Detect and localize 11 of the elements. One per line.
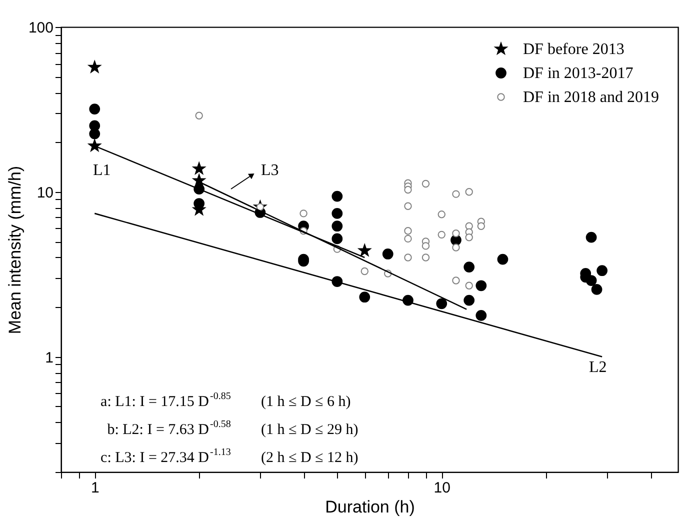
y-tick-label: 1 [45,349,54,366]
y-tick-label: 10 [36,184,54,202]
annotation: L2 [589,359,607,376]
annotation: L3 [261,162,279,179]
y-axis-title: Mean intensity (mm/h) [5,166,24,334]
legend-label: DF in 2013-2017 [523,65,634,82]
y-tick-label: 100 [28,20,54,36]
legend-label: DF in 2018 and 2019 [523,89,659,106]
x-axis-title: Duration (h) [325,498,415,516]
legend-label: DF before 2013 [523,41,624,58]
annotation: L1 [93,162,111,179]
